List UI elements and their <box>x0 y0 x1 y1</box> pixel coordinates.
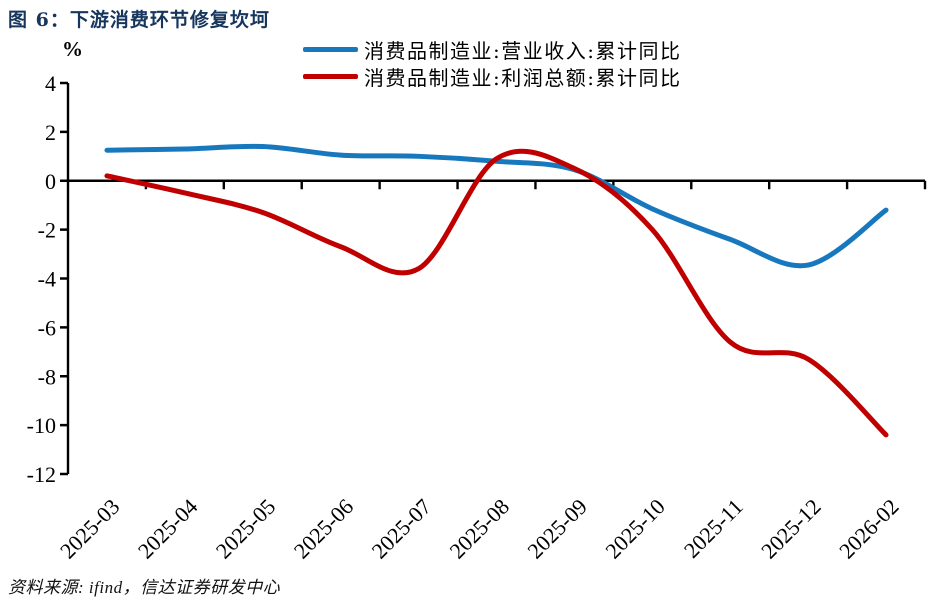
x-axis-zero-line <box>68 179 927 190</box>
y-tick-label: -6 <box>38 315 56 340</box>
revenue-line <box>104 143 889 269</box>
y-tick-label: -12 <box>27 462 56 487</box>
chart-title: 图 6：下游消费环节修复坎坷 <box>8 9 270 31</box>
profit-line <box>104 148 889 438</box>
legend-label-profit: 消费品制造业:利润总额:累计同比 <box>364 65 682 90</box>
y-tick-label: -2 <box>38 218 56 243</box>
x-tick-label: 2025-06 <box>289 494 359 564</box>
legend: 消费品制造业:营业收入:累计同比 消费品制造业:利润总额:累计同比 <box>303 36 682 90</box>
x-tick-label: 2025-05 <box>211 494 281 564</box>
x-tick-label: 2025-12 <box>756 494 826 564</box>
x-tick-label: 2025-03 <box>55 494 125 564</box>
y-tick-label: 4 <box>45 71 56 96</box>
y-axis <box>60 81 70 476</box>
y-axis-unit-label: % <box>62 37 83 61</box>
legend-item-profit: 消费品制造业:利润总额:累计同比 <box>303 63 682 90</box>
x-tick-label: 2025-08 <box>445 494 515 564</box>
y-tick-label: 2 <box>45 120 56 145</box>
y-tick-label: 0 <box>45 169 56 194</box>
y-tick-label: -8 <box>38 364 56 389</box>
x-tick-label: 2025-07 <box>367 494 437 564</box>
x-tick-label: 2025-10 <box>600 494 670 564</box>
x-tick-label: 2026-02 <box>834 494 904 564</box>
profit-line-marker <box>303 73 358 79</box>
legend-item-revenue: 消费品制造业:营业收入:累计同比 <box>303 36 682 63</box>
source-note: 资料来源: ifind，信达证券研发中心 <box>8 578 281 597</box>
y-tick-label: -4 <box>38 267 56 292</box>
legend-label-revenue: 消费品制造业:营业收入:累计同比 <box>364 38 682 63</box>
revenue-line-marker <box>303 46 358 52</box>
x-tick-label: 2025-11 <box>679 494 748 563</box>
x-tick-label: 2025-04 <box>133 494 203 564</box>
x-tick-label: 2025-09 <box>522 494 592 564</box>
y-tick-label: -10 <box>27 413 56 438</box>
